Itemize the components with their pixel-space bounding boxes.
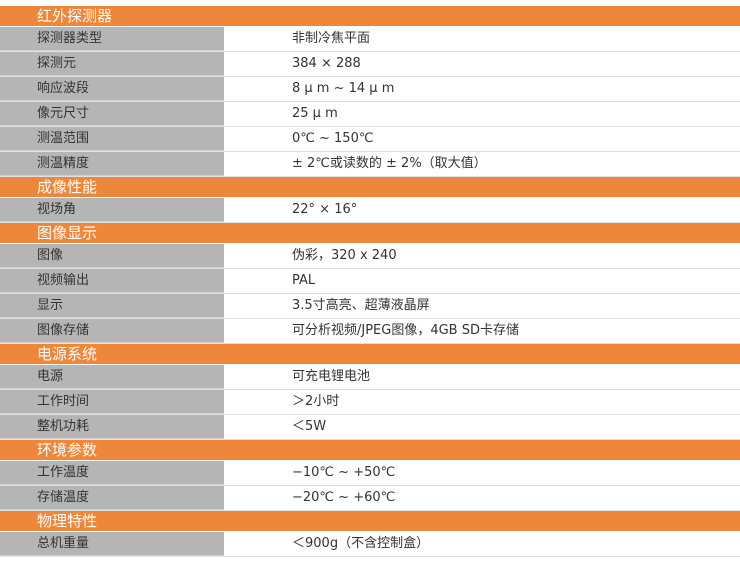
spec-value: −10℃ ~ +50℃ (292, 465, 396, 480)
table-row: 显示 3.5寸高亮、超薄液晶屏 (0, 294, 740, 319)
table-row: 电源 可充电锂电池 (0, 365, 740, 390)
section-header: 环境参数 (0, 440, 740, 461)
spec-label: 探测元 (0, 52, 224, 76)
spec-label: 存储温度 (0, 486, 224, 510)
table-row: 测温范围 0℃ ~ 150℃ (0, 127, 740, 152)
spec-label: 总机重量 (0, 532, 224, 556)
spec-value: −20℃ ~ +60℃ (292, 490, 396, 505)
section-header: 红外探测器 (0, 6, 740, 27)
spec-value: ＞2小时 (292, 394, 340, 409)
spec-label: 探测器类型 (0, 27, 224, 51)
spec-label: 显示 (0, 294, 224, 318)
spec-label: 工作温度 (0, 461, 224, 485)
table-row: 工作时间 ＞2小时 (0, 390, 740, 415)
table-row: 测温精度 ± 2℃或读数的 ± 2%（取大值） (0, 152, 740, 177)
table-row: 图像存储 可分析视频/JPEG图像，4GB SD卡存储 (0, 319, 740, 344)
spec-label: 视场角 (0, 198, 224, 222)
section-header: 电源系统 (0, 344, 740, 365)
spec-label: 工作时间 (0, 390, 224, 414)
table-row: 工作温度 −10℃ ~ +50℃ (0, 461, 740, 486)
spec-label: 图像存储 (0, 319, 224, 343)
spec-label: 测温精度 (0, 152, 224, 176)
spec-value: 25 μ m (292, 106, 338, 121)
spec-value: 0℃ ~ 150℃ (292, 131, 374, 146)
table-row: 响应波段 8 μ m ~ 14 μ m (0, 77, 740, 102)
spec-value: ± 2℃或读数的 ± 2%（取大值） (292, 156, 487, 171)
spec-value: PAL (292, 273, 316, 288)
table-row: 探测器类型 非制冷焦平面 (0, 27, 740, 52)
spec-label: 图像 (0, 244, 224, 268)
table-row: 图像 伪彩，320 x 240 (0, 244, 740, 269)
spec-value: 22° × 16° (292, 202, 358, 217)
section-header: 物理特性 (0, 511, 740, 532)
spec-value: 伪彩，320 x 240 (292, 248, 397, 263)
spec-value: 非制冷焦平面 (292, 31, 371, 46)
spec-label: 视频输出 (0, 269, 224, 293)
spec-value: ＜5W (292, 419, 327, 434)
spec-table: 红外探测器 探测器类型 非制冷焦平面探测元 384 × 288 响应波段 8 μ m ~ … (0, 6, 740, 557)
section-header: 图像显示 (0, 223, 740, 244)
section-header: 成像性能 (0, 177, 740, 198)
spec-value: 8 μ m ~ 14 μ m (292, 81, 395, 96)
table-row: 探测元 384 × 288 (0, 52, 740, 77)
spec-value: 3.5寸高亮、超薄液晶屏 (292, 298, 430, 313)
spec-label: 电源 (0, 365, 224, 389)
spec-value: 384 × 288 (292, 56, 361, 71)
spec-value: ＜900g（不含控制盒） (292, 536, 430, 551)
table-row: 整机功耗 ＜5W (0, 415, 740, 440)
spec-label: 测温范围 (0, 127, 224, 151)
spec-label: 像元尺寸 (0, 102, 224, 126)
table-row: 存储温度 −20℃ ~ +60℃ (0, 486, 740, 511)
spec-label: 整机功耗 (0, 415, 224, 439)
table-row: 像元尺寸 25 μ m (0, 102, 740, 127)
table-row: 总机重量 ＜900g（不含控制盒） (0, 532, 740, 557)
table-row: 视频输出 PAL (0, 269, 740, 294)
table-row: 视场角 22° × 16° (0, 198, 740, 223)
spec-value: 可充电锂电池 (292, 369, 371, 384)
spec-value: 可分析视频/JPEG图像，4GB SD卡存储 (292, 323, 519, 338)
spec-label: 响应波段 (0, 77, 224, 101)
